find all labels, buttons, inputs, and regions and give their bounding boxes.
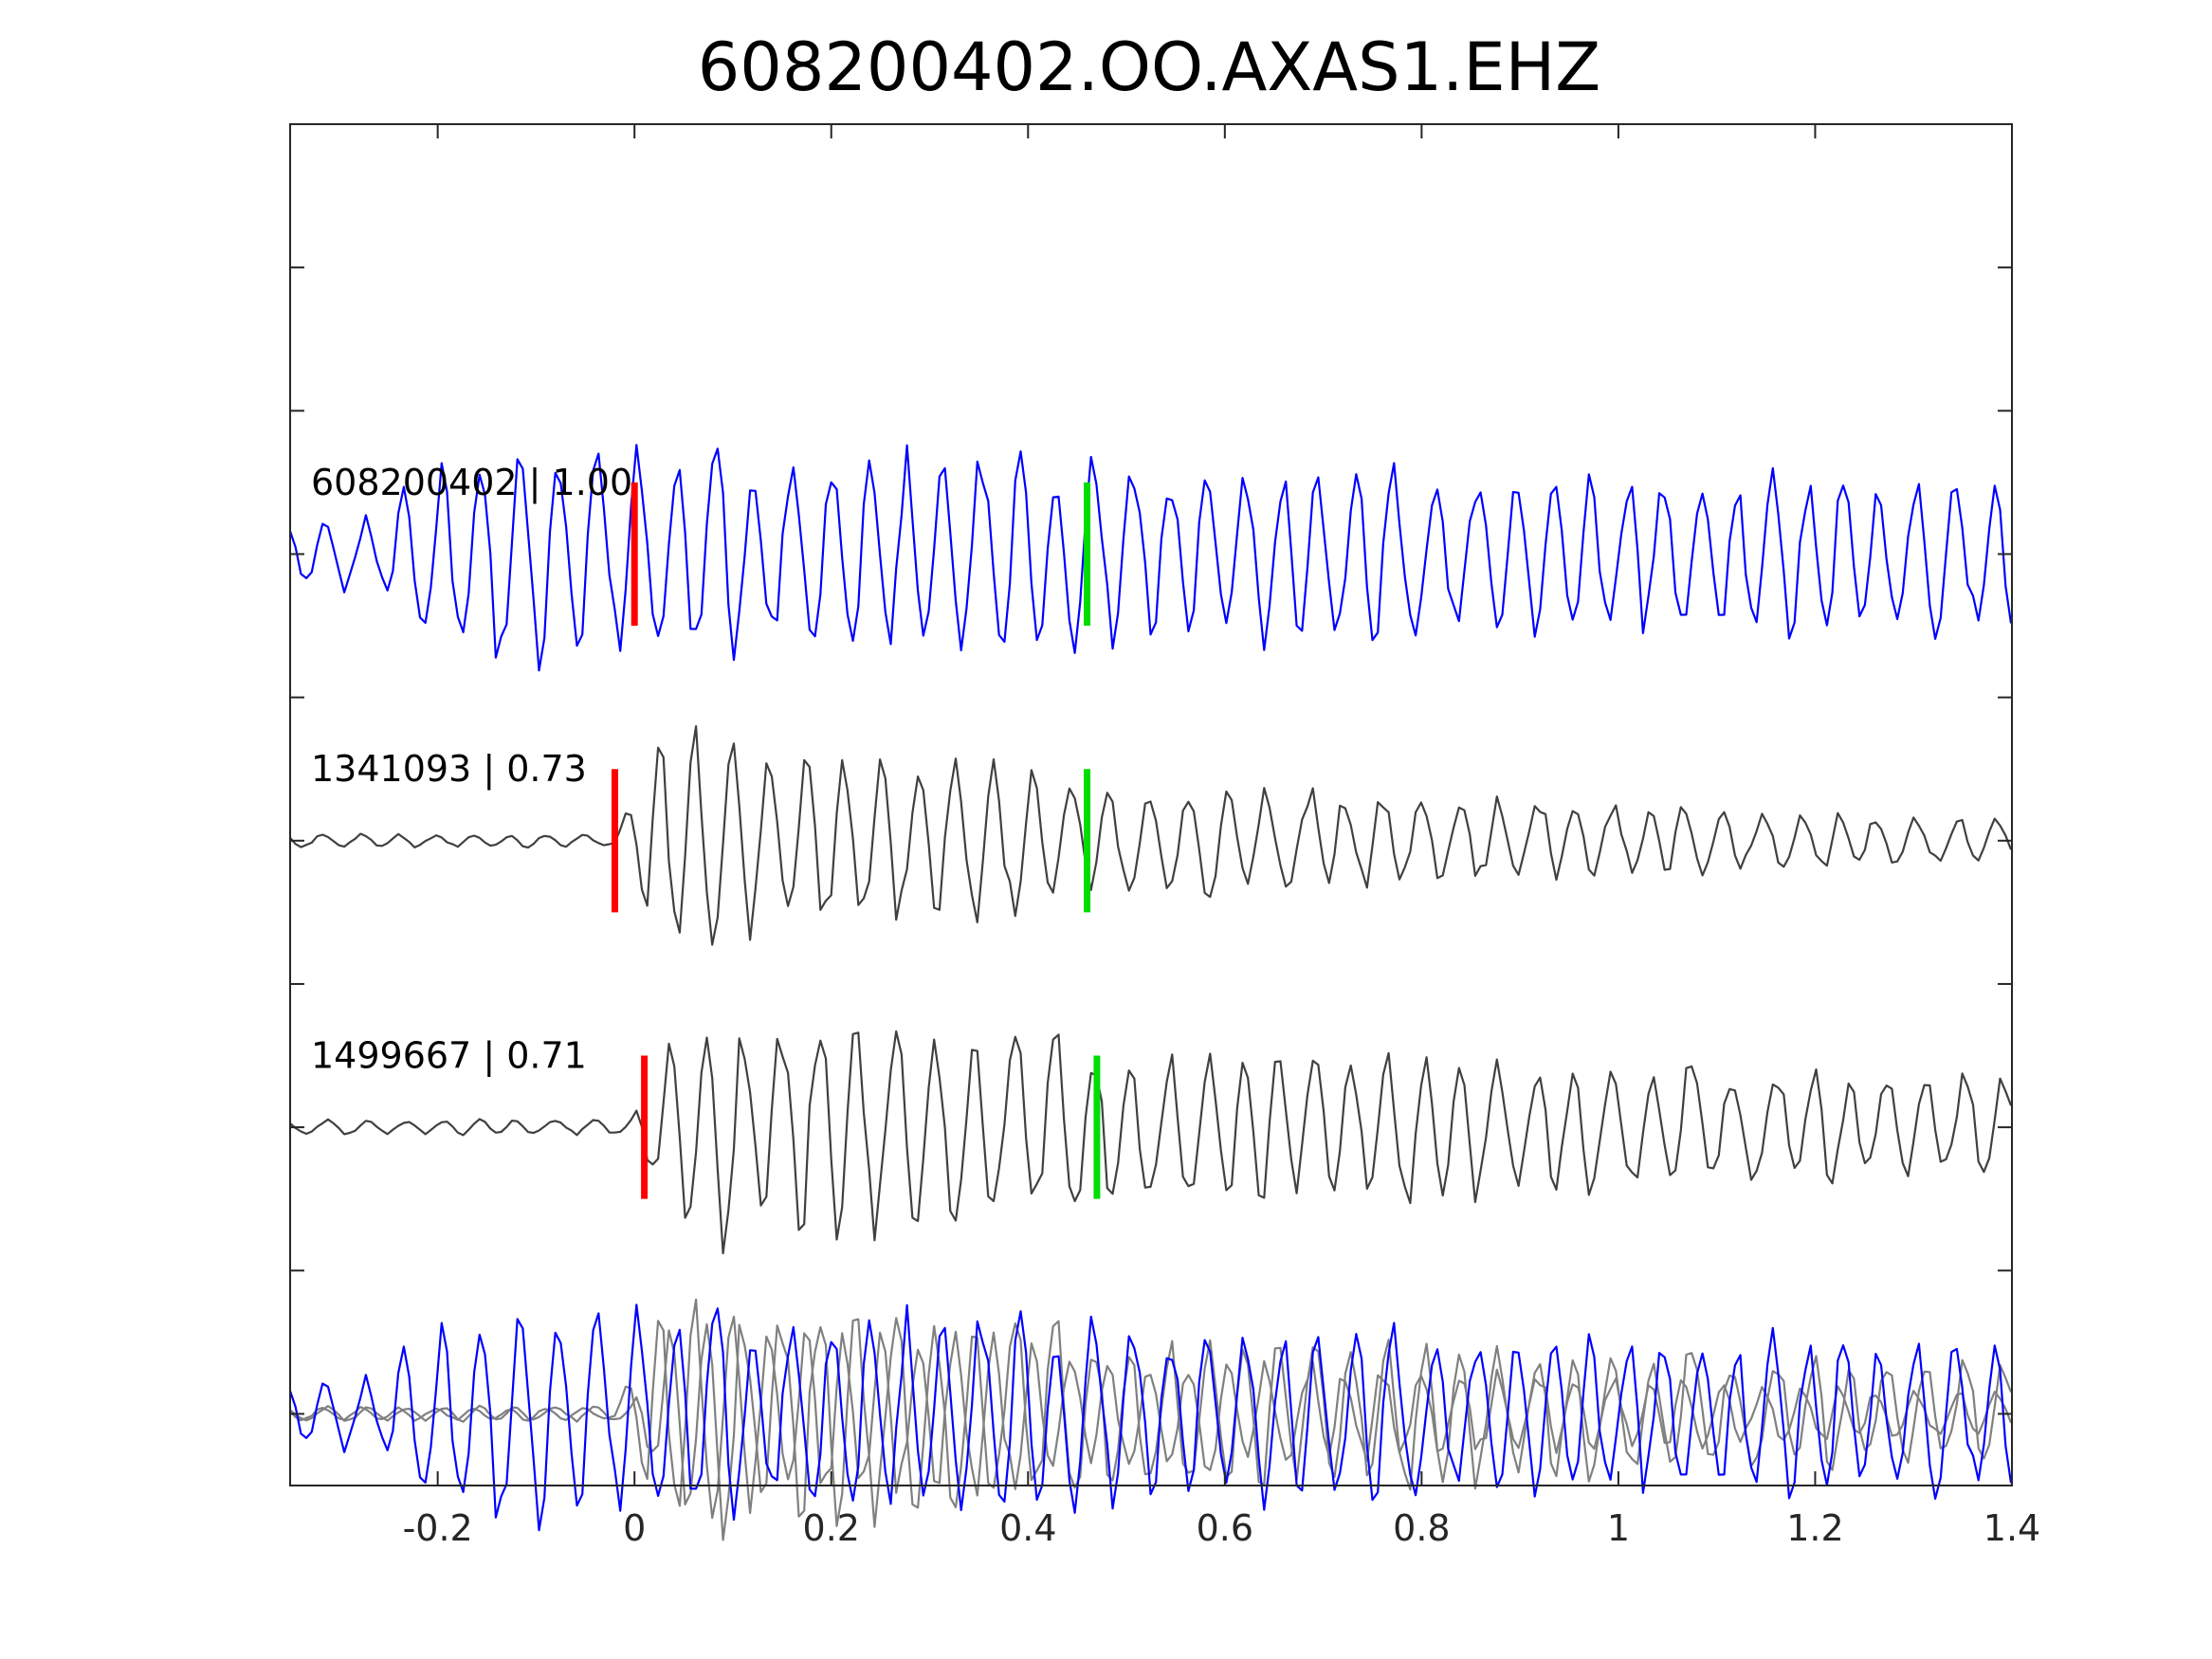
overlay-trace-1341093 xyxy=(289,1298,2013,1520)
trace-label-1499667: 1499667 | 0.71 xyxy=(311,1035,587,1078)
x-tick-label: 1.4 xyxy=(1983,1507,2040,1549)
x-tick-label: 1 xyxy=(1607,1507,1630,1549)
chart-title: 608200402.OO.AXAS1.EHZ xyxy=(698,28,1600,106)
overlay-trace-608200402 xyxy=(288,1304,2013,1532)
overlay-trace-1499667 xyxy=(289,1317,2013,1541)
axis-ticks: -0.2 0 0.2 0.4 0.6 0.8 1 1.2 1.4 xyxy=(290,124,2040,1549)
trace-608200402: 608200402 | 1.00 xyxy=(288,444,2013,672)
x-tick-label: 0 xyxy=(623,1507,646,1549)
x-tick-label: 0.4 xyxy=(999,1507,1056,1549)
x-tick-label: 0.8 xyxy=(1393,1507,1450,1549)
trace-1341093: 1341093 | 0.73 xyxy=(289,725,2013,946)
trace-1499667: 1499667 | 0.71 xyxy=(289,1030,2013,1255)
x-tick-label: -0.2 xyxy=(403,1507,473,1549)
x-tick-label: 0.2 xyxy=(803,1507,860,1549)
x-tick-label: 1.2 xyxy=(1786,1507,1843,1549)
plot-area: 608200402 | 1.00 1341093 | 0.73 1499667 | … xyxy=(288,444,2013,1541)
waveform-1499667 xyxy=(289,1030,2013,1255)
waveform-608200402 xyxy=(288,444,2013,672)
axes-frame xyxy=(289,123,2013,1486)
trace-label-1341093: 1341093 | 0.73 xyxy=(311,748,587,791)
trace-label-608200402: 608200402 | 1.00 xyxy=(311,462,632,504)
waveform-1341093 xyxy=(289,725,2013,946)
x-tick-label: 0.6 xyxy=(1197,1507,1253,1549)
